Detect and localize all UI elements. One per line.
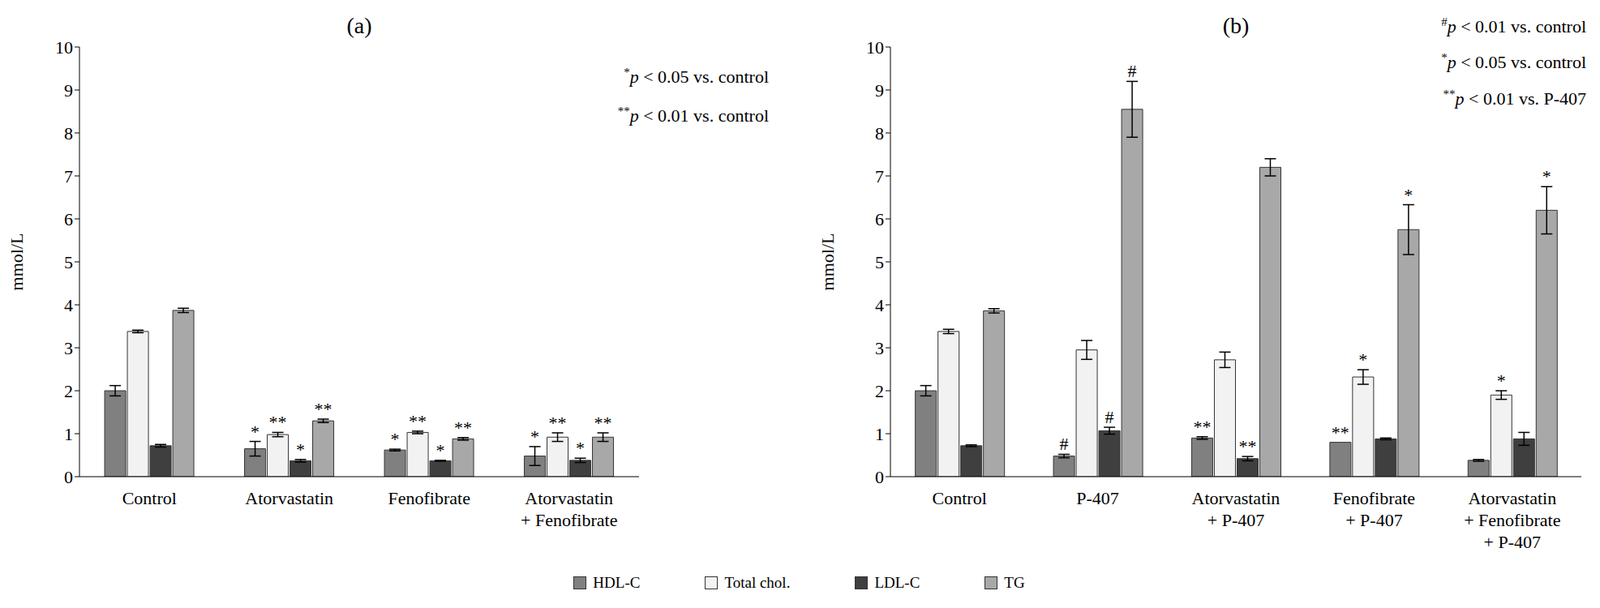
html-text:**p < 0.01 vs. P-407: **p < 0.01 vs. P-407 [1443,87,1587,109]
svg-text:*: * [575,437,585,459]
svg-text:9: 9 [64,80,73,101]
svg-text:4: 4 [875,295,884,316]
svg-text:Control: Control [932,488,987,509]
svg-text:P-407: P-407 [1076,488,1120,509]
html-text:Total chol.: Total chol. [724,574,791,592]
svg-text:**: ** [408,411,427,432]
svg-text:5: 5 [875,252,884,273]
html-text:*p < 0.05 vs. control: *p < 0.05 vs. control [623,65,769,88]
svg-text:1: 1 [875,424,884,445]
svg-text:9: 9 [875,80,884,101]
svg-text:*: * [436,440,446,461]
svg-text:**: ** [314,398,333,420]
svg-text:3: 3 [875,338,884,359]
html-text:#p < 0.01 vs. control: #p < 0.01 vs. control [1441,15,1587,37]
svg-text:**: ** [454,417,472,438]
svg-text:3: 3 [64,338,73,359]
svg-text:Atorvastatin+ Fenofibrate: Atorvastatin+ Fenofibrate [520,488,618,531]
html-text:TG: TG [1004,574,1025,592]
html-text:(b): (b) [1222,12,1250,39]
svg-text:2: 2 [875,381,884,402]
svg-text:**: ** [549,412,567,434]
svg-text:**: ** [594,412,613,434]
svg-text:5: 5 [64,252,73,273]
svg-text:mmol/L: mmol/L [817,233,838,292]
svg-text:*: * [390,428,400,450]
svg-text:0: 0 [64,467,73,488]
html-text:LDL-C: LDL-C [874,574,920,592]
svg-text:Atorvastatin+ Fenofibrate+ P-4: Atorvastatin+ Fenofibrate+ P-407 [1463,488,1561,553]
svg-text:**: ** [1192,416,1211,438]
svg-text:*: * [295,439,305,460]
svg-text:Fenofibrate: Fenofibrate [388,488,471,509]
svg-text:**: ** [1331,422,1350,443]
svg-text:**: ** [1238,436,1257,457]
svg-text:*: * [530,426,540,447]
svg-text:10: 10 [866,37,884,58]
svg-text:7: 7 [64,166,73,187]
svg-text:*: * [1358,349,1368,370]
html-text:**p < 0.01 vs. control: **p < 0.01 vs. control [617,104,769,127]
html-text:HDL-C: HDL-C [593,574,641,592]
svg-text:8: 8 [64,123,73,144]
svg-text:#: # [1128,60,1137,82]
svg-text:**: ** [269,411,288,433]
svg-text:#: # [1059,433,1069,455]
svg-text:Atorvastatin: Atorvastatin [244,488,334,509]
svg-text:2: 2 [64,381,73,402]
svg-text:*: * [1497,370,1506,391]
svg-text:Fenofibrate+ P-407: Fenofibrate+ P-407 [1333,488,1416,531]
svg-text:*: * [1542,166,1552,187]
svg-text:Atorvastatin+ P-407: Atorvastatin+ P-407 [1192,488,1281,531]
svg-text:Control: Control [122,488,177,509]
svg-text:*: * [1403,184,1413,206]
svg-text:10: 10 [55,37,73,58]
html-text:(a): (a) [346,12,372,39]
svg-text:7: 7 [875,166,884,187]
svg-text:6: 6 [64,209,73,230]
svg-text:6: 6 [875,209,884,230]
html-text:*p < 0.05 vs. control: *p < 0.05 vs. control [1441,51,1587,73]
svg-text:0: 0 [875,467,884,488]
svg-text:8: 8 [875,123,884,144]
svg-text:mmol/L: mmol/L [6,233,27,292]
svg-text:4: 4 [64,295,73,316]
svg-text:*: * [250,421,260,442]
svg-text:#: # [1105,407,1115,428]
svg-text:1: 1 [64,424,73,445]
